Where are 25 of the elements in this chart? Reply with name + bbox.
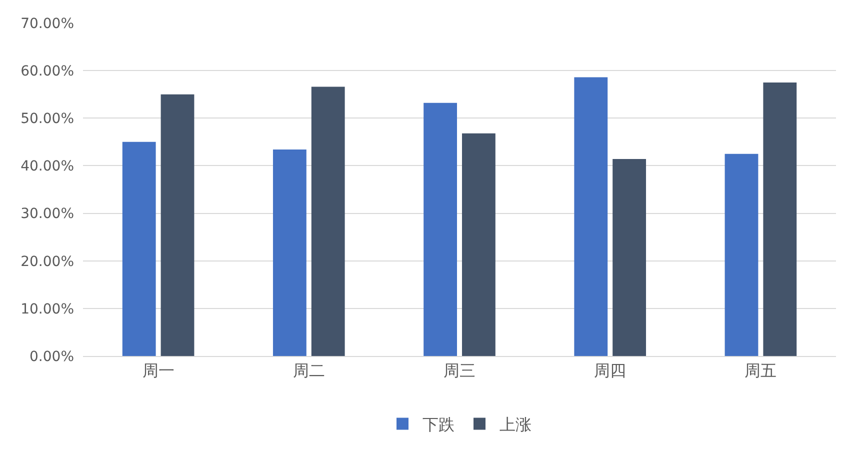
y-tick-label: 10.00% [20,301,74,318]
y-tick-label: 30.00% [20,206,74,222]
bar [462,133,496,356]
bar [763,82,797,356]
bar [160,94,194,356]
bar [311,86,345,356]
y-tick-label: 0.00% [30,348,74,365]
bar [272,150,306,356]
y-tick-label: 70.00% [20,16,74,32]
bar [574,77,608,356]
y-tick-label: 40.00% [20,158,74,175]
legend-label: 下跌 [422,414,454,434]
bar [424,102,457,356]
x-tick-label: 周四 [594,361,626,380]
legend-label: 上涨 [500,414,532,434]
x-tick-label: 周五 [744,361,777,380]
y-tick-label: 50.00% [20,111,74,128]
bar [122,142,156,356]
y-tick-label: 20.00% [20,254,74,270]
x-tick-label: 周一 [142,361,174,380]
bar [612,159,646,356]
x-tick-label: 周二 [292,361,325,380]
y-tick-label: 60.00% [20,63,74,80]
bar [724,154,758,356]
x-tick-label: 周三 [444,361,476,380]
